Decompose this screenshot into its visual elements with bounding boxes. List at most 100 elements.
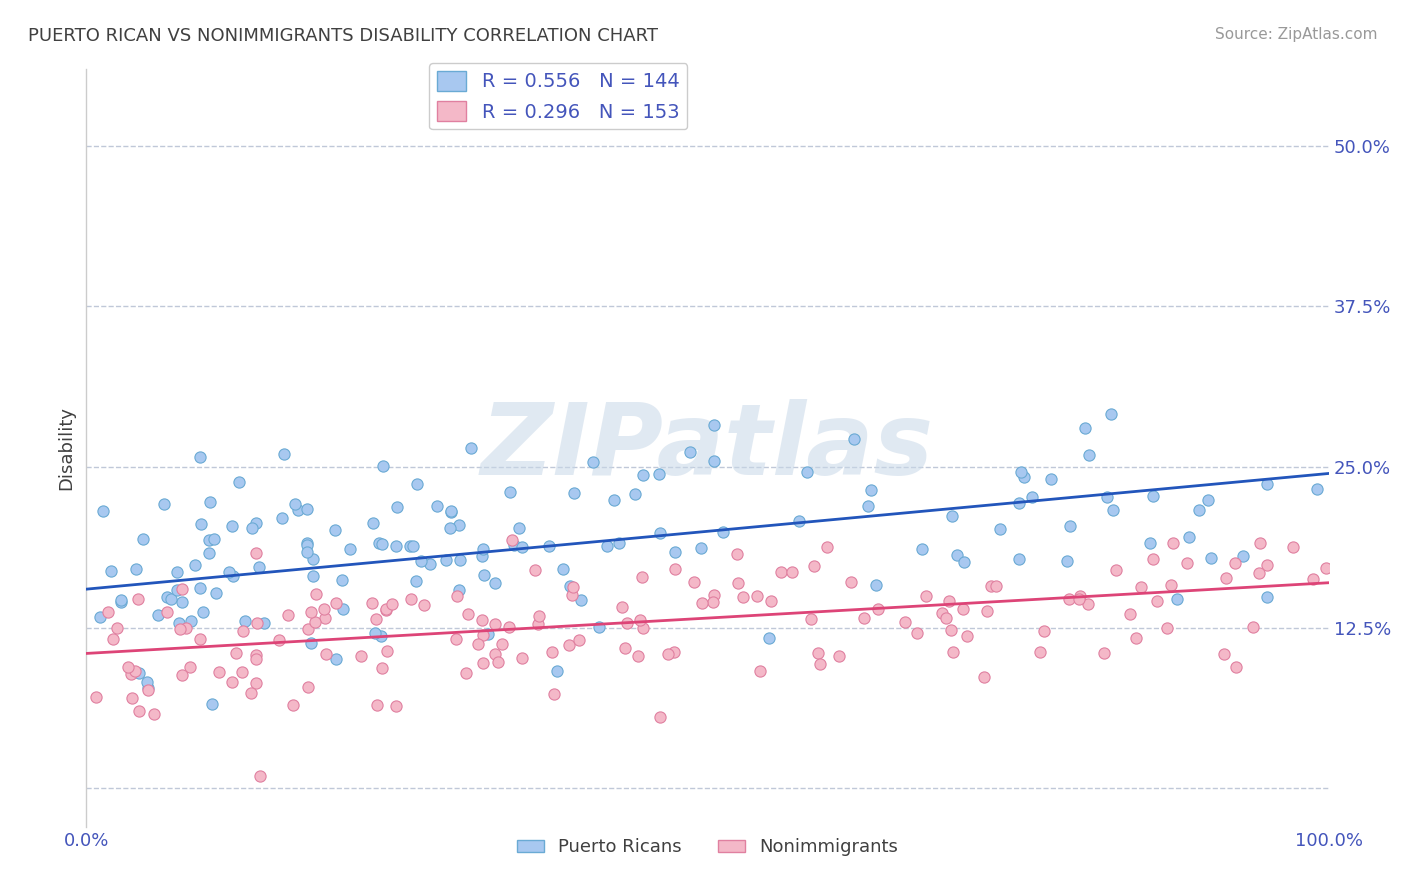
Nonimmigrants — [627, 648, 650, 663]
Puerto Ricans — [419, 557, 441, 571]
Nonimmigrants — [973, 670, 995, 684]
Puerto Ricans — [449, 518, 471, 533]
Puerto Ricans — [758, 632, 780, 646]
Puerto Ricans — [330, 573, 353, 587]
Puerto Ricans — [607, 536, 630, 550]
Puerto Ricans — [551, 562, 574, 576]
Puerto Ricans — [1306, 482, 1329, 496]
Puerto Ricans — [302, 552, 325, 566]
Nonimmigrants — [381, 598, 404, 612]
Nonimmigrants — [297, 681, 319, 695]
Puerto Ricans — [188, 582, 211, 596]
Nonimmigrants — [561, 588, 583, 602]
Puerto Ricans — [796, 465, 818, 479]
Nonimmigrants — [702, 594, 724, 608]
Puerto Ricans — [371, 537, 394, 551]
Puerto Ricans — [1102, 503, 1125, 517]
Puerto Ricans — [222, 568, 245, 582]
Nonimmigrants — [315, 647, 337, 661]
Nonimmigrants — [484, 647, 506, 661]
Nonimmigrants — [894, 615, 917, 630]
Nonimmigrants — [828, 648, 851, 663]
Nonimmigrants — [97, 605, 120, 619]
Nonimmigrants — [1033, 624, 1056, 638]
Puerto Ricans — [228, 475, 250, 489]
Puerto Ricans — [301, 569, 323, 583]
Nonimmigrants — [800, 612, 823, 626]
Puerto Ricans — [510, 540, 533, 554]
Nonimmigrants — [188, 632, 211, 646]
Puerto Ricans — [477, 627, 499, 641]
Text: Source: ZipAtlas.com: Source: ZipAtlas.com — [1215, 27, 1378, 42]
Puerto Ricans — [711, 525, 734, 540]
Nonimmigrants — [101, 632, 124, 647]
Puerto Ricans — [679, 445, 702, 459]
Nonimmigrants — [562, 580, 585, 594]
Nonimmigrants — [240, 685, 263, 699]
Nonimmigrants — [231, 665, 253, 679]
Nonimmigrants — [803, 558, 825, 573]
Puerto Ricans — [370, 629, 392, 643]
Nonimmigrants — [245, 675, 267, 690]
Nonimmigrants — [1092, 646, 1115, 660]
Puerto Ricans — [460, 441, 482, 455]
Puerto Ricans — [624, 487, 647, 501]
Nonimmigrants — [568, 632, 591, 647]
Nonimmigrants — [156, 605, 179, 619]
Puerto Ricans — [689, 541, 711, 555]
Nonimmigrants — [143, 707, 166, 722]
Nonimmigrants — [690, 596, 713, 610]
Nonimmigrants — [938, 594, 960, 608]
Nonimmigrants — [748, 664, 770, 678]
Nonimmigrants — [374, 602, 396, 616]
Puerto Ricans — [325, 523, 347, 537]
Nonimmigrants — [297, 622, 319, 636]
Puerto Ricans — [860, 483, 883, 497]
Nonimmigrants — [471, 657, 494, 671]
Nonimmigrants — [117, 659, 139, 673]
Nonimmigrants — [1241, 620, 1264, 634]
Nonimmigrants — [1028, 644, 1050, 658]
Text: PUERTO RICAN VS NONIMMIGRANTS DISABILITY CORRELATION CHART: PUERTO RICAN VS NONIMMIGRANTS DISABILITY… — [28, 27, 658, 45]
Nonimmigrants — [1067, 591, 1090, 606]
Nonimmigrants — [350, 649, 373, 664]
Nonimmigrants — [527, 616, 550, 631]
Nonimmigrants — [375, 603, 398, 617]
Nonimmigrants — [305, 587, 328, 601]
Text: ZIPatlas: ZIPatlas — [481, 400, 934, 496]
Nonimmigrants — [208, 665, 231, 680]
Puerto Ricans — [503, 538, 526, 552]
Puerto Ricans — [371, 458, 394, 473]
Nonimmigrants — [314, 602, 336, 616]
Puerto Ricans — [647, 467, 669, 482]
Nonimmigrants — [683, 574, 706, 589]
Puerto Ricans — [125, 562, 148, 576]
Puerto Ricans — [166, 565, 188, 579]
Puerto Ricans — [387, 500, 409, 515]
Nonimmigrants — [616, 615, 638, 630]
Nonimmigrants — [1057, 591, 1080, 606]
Puerto Ricans — [180, 614, 202, 628]
Puerto Ricans — [582, 455, 605, 469]
Nonimmigrants — [225, 646, 247, 660]
Nonimmigrants — [136, 683, 159, 698]
Puerto Ricans — [558, 579, 581, 593]
Puerto Ricans — [787, 514, 810, 528]
Puerto Ricans — [703, 454, 725, 468]
Puerto Ricans — [93, 504, 115, 518]
Puerto Ricans — [440, 504, 463, 518]
Puerto Ricans — [1012, 470, 1035, 484]
Puerto Ricans — [537, 540, 560, 554]
Nonimmigrants — [852, 611, 875, 625]
Puerto Ricans — [449, 582, 471, 597]
Nonimmigrants — [523, 563, 546, 577]
Nonimmigrants — [1223, 556, 1246, 570]
Puerto Ricans — [664, 545, 686, 559]
Puerto Ricans — [110, 595, 132, 609]
Puerto Ricans — [240, 521, 263, 535]
Nonimmigrants — [299, 606, 322, 620]
Nonimmigrants — [727, 576, 749, 591]
Puerto Ricans — [1097, 490, 1119, 504]
Puerto Ricans — [159, 591, 181, 606]
Y-axis label: Disability: Disability — [58, 406, 75, 490]
